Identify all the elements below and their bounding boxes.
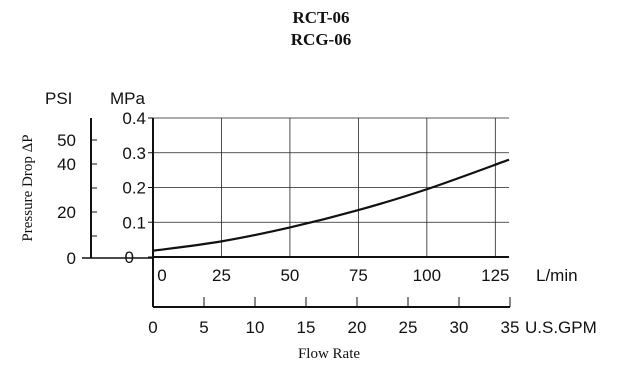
gpm-tick-label: 20 <box>348 318 367 337</box>
psi-unit-label: PSI <box>45 89 72 108</box>
lmin-unit-label: L/min <box>536 266 578 285</box>
gpm-unit-label: U.S.GPM <box>525 318 597 337</box>
mpa-tick-label: 0.1 <box>122 213 146 232</box>
gpm-tick-label: 25 <box>399 318 418 337</box>
lmin-tick-label: 0 <box>157 266 166 285</box>
psi-tick-label: 20 <box>57 203 76 222</box>
mpa-tick-label: 0.2 <box>122 179 146 198</box>
mpa-unit-label: MPa <box>110 89 146 108</box>
lmin-tick-label: 100 <box>413 266 441 285</box>
chart-title-line-2: RCG-06 <box>290 30 352 49</box>
pressure-drop-curve <box>152 158 510 252</box>
gpm-tick-label: 5 <box>199 318 208 337</box>
y-axis-label: Pressure Drop ΔP <box>20 134 36 241</box>
psi-tick-label: 40 <box>57 155 76 174</box>
mpa-tick-label: 0.3 <box>122 144 146 163</box>
psi-tick-label: 0 <box>67 249 76 268</box>
chart-title-line-1: RCT-06 <box>292 8 350 27</box>
lmin-tick-label: 50 <box>280 266 299 285</box>
mpa-tick-label: 0.4 <box>122 109 146 128</box>
gpm-tick-label: 35 <box>501 318 520 337</box>
gpm-tick-label: 0 <box>148 318 157 337</box>
x-axis-label: Flow Rate <box>298 346 360 362</box>
lmin-tick-label: 25 <box>212 266 231 285</box>
gpm-tick-label: 15 <box>297 318 316 337</box>
gpm-tick-label: 10 <box>246 318 265 337</box>
lmin-tick-label: 75 <box>349 266 368 285</box>
psi-tick-label: 50 <box>57 131 76 150</box>
lmin-tick-label: 125 <box>481 266 509 285</box>
gpm-tick-label: 30 <box>450 318 469 337</box>
